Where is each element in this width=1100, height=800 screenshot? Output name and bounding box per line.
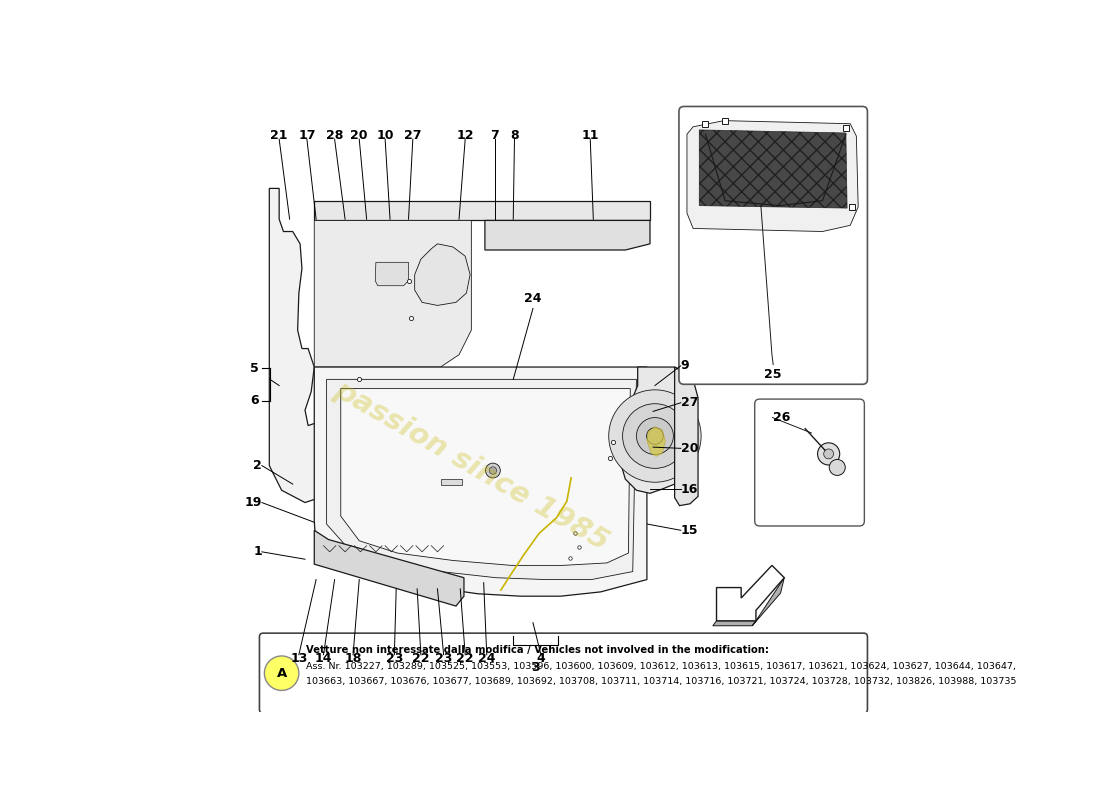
- Text: 20: 20: [351, 129, 369, 142]
- Polygon shape: [327, 379, 637, 579]
- Text: 26: 26: [773, 411, 791, 424]
- Text: 103663, 103667, 103676, 103677, 103689, 103692, 103708, 103711, 103714, 103716, : 103663, 103667, 103676, 103677, 103689, …: [306, 677, 1016, 686]
- Text: 2: 2: [253, 459, 262, 472]
- Polygon shape: [315, 367, 647, 596]
- Text: 15: 15: [681, 524, 698, 537]
- Text: 21: 21: [271, 129, 288, 142]
- Polygon shape: [700, 130, 847, 208]
- Text: 13: 13: [290, 652, 308, 665]
- Text: 9: 9: [681, 359, 690, 372]
- Text: 12: 12: [456, 129, 474, 142]
- Polygon shape: [315, 221, 471, 367]
- Text: 24: 24: [478, 652, 495, 665]
- Polygon shape: [686, 121, 858, 231]
- Circle shape: [829, 459, 845, 475]
- FancyBboxPatch shape: [260, 633, 868, 714]
- Polygon shape: [270, 188, 330, 502]
- Polygon shape: [674, 367, 698, 506]
- FancyBboxPatch shape: [755, 399, 865, 526]
- FancyBboxPatch shape: [679, 106, 868, 384]
- Polygon shape: [415, 244, 470, 306]
- Text: 23: 23: [386, 652, 403, 665]
- Text: 8: 8: [510, 129, 519, 142]
- Text: 18: 18: [344, 652, 362, 665]
- Text: 19: 19: [244, 496, 262, 509]
- Text: 7: 7: [491, 129, 499, 142]
- Polygon shape: [315, 530, 464, 606]
- Circle shape: [264, 656, 299, 690]
- Polygon shape: [341, 389, 630, 566]
- Text: 25: 25: [764, 368, 782, 382]
- Polygon shape: [485, 221, 650, 250]
- Polygon shape: [647, 426, 666, 456]
- Polygon shape: [752, 578, 784, 626]
- Text: 14: 14: [315, 652, 332, 665]
- Text: 27: 27: [681, 396, 698, 410]
- Text: 22: 22: [456, 652, 474, 665]
- Text: 16: 16: [681, 482, 698, 495]
- Text: 28: 28: [326, 129, 343, 142]
- Polygon shape: [620, 367, 690, 494]
- Text: Vetture non interessate dalla modifica / Vehicles not involved in the modificati: Vetture non interessate dalla modifica /…: [306, 646, 769, 655]
- Text: 10: 10: [376, 129, 394, 142]
- Text: 23: 23: [434, 652, 452, 665]
- Circle shape: [637, 418, 673, 454]
- Polygon shape: [716, 566, 784, 621]
- Text: Ass. Nr. 103227, 103289, 103525, 103553, 103596, 103600, 103609, 103612, 103613,: Ass. Nr. 103227, 103289, 103525, 103553,…: [306, 662, 1016, 671]
- Text: 6: 6: [250, 394, 258, 407]
- Text: A: A: [276, 666, 287, 680]
- Circle shape: [647, 428, 663, 444]
- Text: 27: 27: [404, 129, 421, 142]
- Text: 17: 17: [298, 129, 316, 142]
- Polygon shape: [440, 479, 462, 486]
- Text: 22: 22: [412, 652, 430, 665]
- Polygon shape: [375, 262, 408, 286]
- Circle shape: [623, 404, 688, 468]
- Text: 20: 20: [681, 442, 698, 455]
- Text: 3: 3: [531, 662, 540, 674]
- Text: 4: 4: [537, 652, 546, 665]
- Text: 1: 1: [253, 546, 262, 558]
- Circle shape: [817, 443, 839, 465]
- Circle shape: [485, 463, 501, 478]
- Text: passion since 1985: passion since 1985: [329, 375, 614, 556]
- Text: 5: 5: [250, 362, 258, 374]
- Circle shape: [490, 467, 496, 474]
- Text: 11: 11: [582, 129, 600, 142]
- Circle shape: [824, 449, 834, 459]
- Polygon shape: [713, 621, 756, 626]
- Text: 24: 24: [525, 293, 541, 306]
- Polygon shape: [315, 201, 650, 221]
- Polygon shape: [348, 239, 412, 347]
- Circle shape: [608, 390, 701, 482]
